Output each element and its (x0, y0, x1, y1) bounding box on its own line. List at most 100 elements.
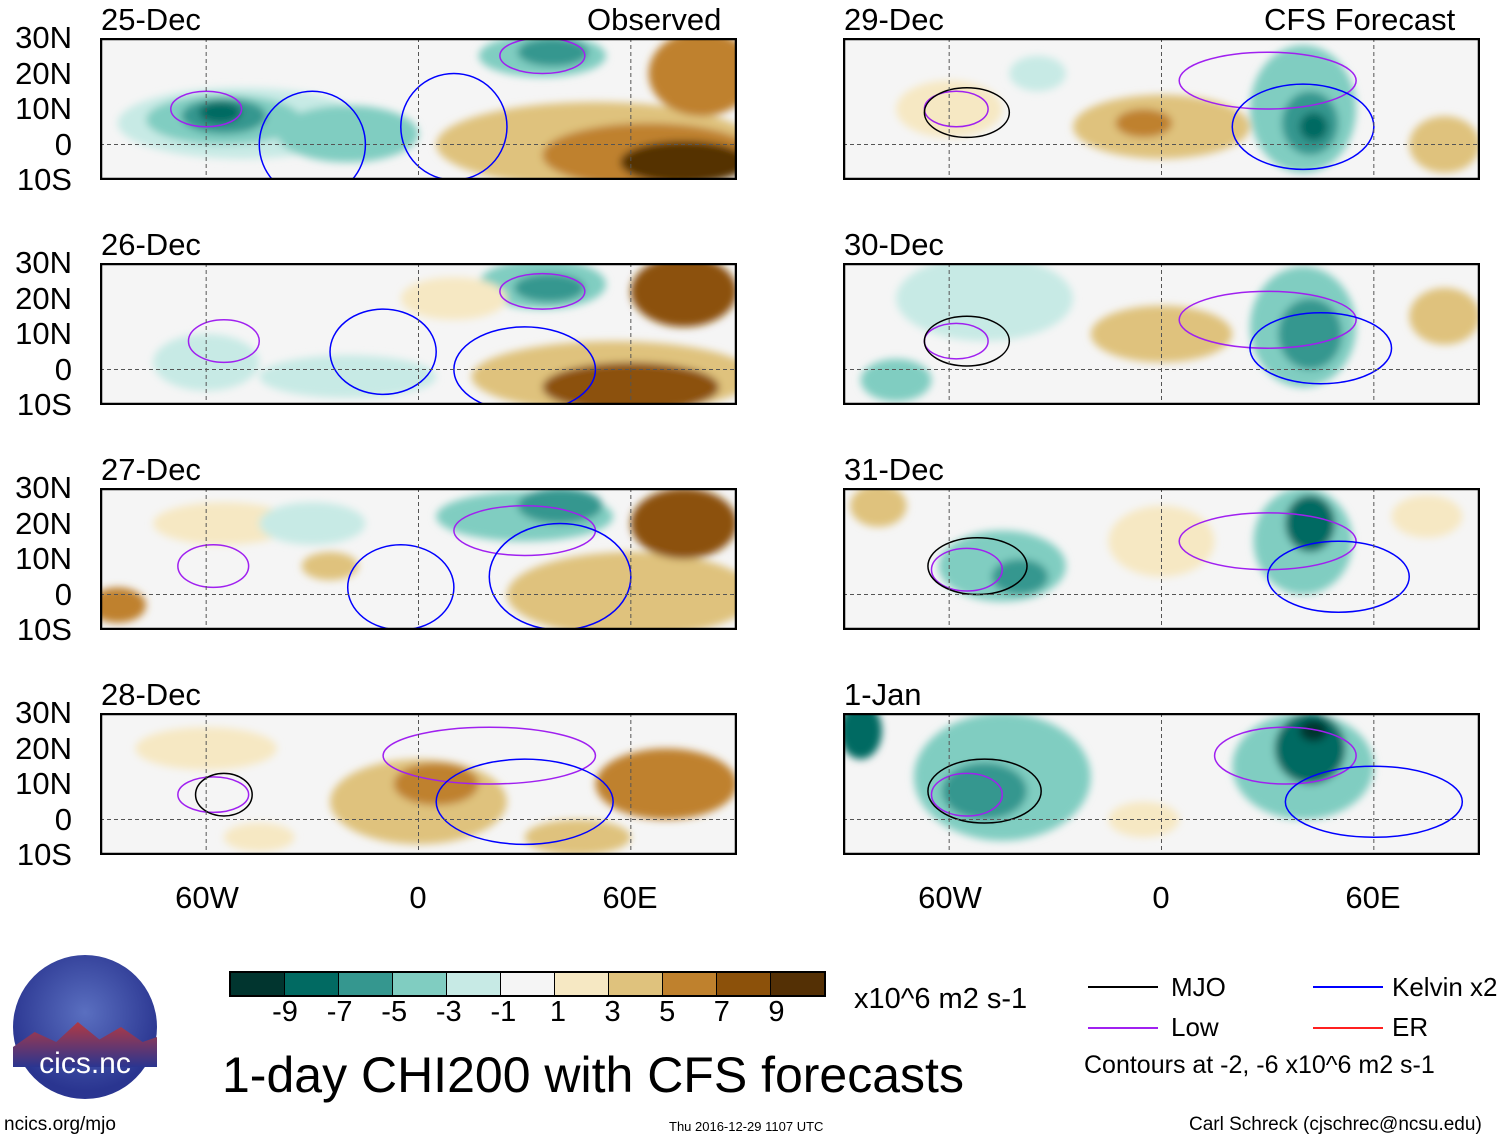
colorbar-swatch (393, 973, 447, 995)
colorbar-tick-label: -1 (490, 996, 517, 1028)
logo-text: cics.nc (39, 1047, 131, 1080)
lat-label: 0 (54, 126, 72, 162)
anomaly-region (1278, 298, 1342, 370)
wave-contour (435, 758, 614, 846)
author: Carl Schreck (cjschrec@ncsu.edu) (1189, 1114, 1482, 1135)
colorbar-swatch (339, 973, 393, 995)
colorbar-swatch (663, 973, 717, 995)
anomaly-region (1009, 55, 1066, 92)
lat-label: 20N (15, 730, 72, 766)
anomaly-region (860, 358, 932, 402)
panel-date: 27-Dec (101, 452, 201, 487)
map-panel (100, 38, 737, 180)
anomaly-region (630, 488, 737, 559)
anomaly-region (1391, 495, 1463, 538)
colorbar-swatch (231, 973, 285, 995)
panel-date: 29-Dec (844, 2, 944, 37)
contour-note: Contours at -2, -6 x10^6 m2 s-1 (1084, 1051, 1435, 1079)
panel-date: 28-Dec (101, 677, 201, 712)
colorbar-swatch (771, 973, 824, 995)
colorbar (229, 971, 826, 997)
wave-contour (329, 308, 437, 396)
wave-contour (1284, 765, 1464, 838)
panel-date: 26-Dec (101, 227, 201, 262)
anomaly-region (630, 263, 737, 327)
observed-label: Observed (587, 2, 722, 37)
anomaly-region (648, 38, 737, 117)
lat-label: 30N (15, 20, 72, 55)
colorbar-swatch (609, 973, 663, 995)
lat-label: 30N (15, 470, 72, 505)
colorbar-tick-label: -5 (381, 996, 408, 1028)
wave-contour (930, 772, 1004, 817)
lat-label: 20N (15, 55, 72, 91)
wave-contour (187, 319, 261, 364)
anomaly-region (1108, 505, 1215, 577)
map-panel (100, 488, 737, 630)
lat-label: 30N (15, 695, 72, 730)
lon-label-0-left: 0 (409, 880, 427, 915)
map-canvas (843, 713, 1480, 855)
lat-label: 20N (15, 280, 72, 316)
anomaly-region (259, 502, 366, 545)
lat-label: 0 (54, 801, 72, 837)
anomaly-region (259, 355, 437, 398)
map-frame (843, 38, 1480, 180)
colorbar-tick-label: 3 (604, 996, 621, 1028)
shading-layer (843, 713, 1374, 841)
anomaly-region (1299, 720, 1328, 742)
anomaly-region (524, 819, 631, 855)
lon-label-60e-right: 60E (1345, 880, 1401, 915)
map-canvas (100, 488, 737, 630)
anomaly-region (199, 101, 242, 124)
wave-contour (194, 772, 253, 817)
wave-contour (1231, 83, 1375, 171)
lon-label-60w-right: 60W (918, 880, 982, 915)
anomaly-region (1409, 287, 1480, 345)
lat-label: 10S (16, 837, 72, 872)
map-frame (843, 488, 1480, 630)
anomaly-region (1409, 116, 1480, 173)
wave-contour (177, 544, 250, 589)
shading-layer (100, 488, 737, 630)
lat-label: 10N (15, 91, 72, 126)
panel-date: 25-Dec (101, 2, 201, 37)
map-canvas (100, 263, 737, 405)
anomaly-region (223, 823, 295, 852)
anomaly-region (517, 38, 589, 67)
wave-contour (488, 522, 632, 630)
map-canvas (843, 38, 1480, 180)
forecast-label: CFS Forecast (1264, 2, 1456, 37)
lat-label: 0 (54, 576, 72, 612)
wave-contour (499, 38, 586, 75)
lon-label-60e-left: 60E (602, 880, 658, 915)
anomaly-region (595, 748, 737, 820)
colorbar-tick-label: 9 (768, 996, 785, 1028)
wave-contour (930, 547, 1004, 592)
colorbar-swatch (285, 973, 339, 995)
map-canvas (843, 488, 1480, 630)
anomaly-region (1285, 495, 1335, 552)
wave-contour (1266, 540, 1410, 613)
colorbar-swatch (717, 973, 771, 995)
wave-contour (177, 776, 250, 814)
colorbar-swatch (501, 973, 555, 995)
anomaly-region (1115, 109, 1173, 138)
map-canvas (843, 263, 1480, 405)
panel-date: 30-Dec (844, 227, 944, 262)
lat-label: 10N (15, 541, 72, 576)
map-panel (843, 263, 1480, 405)
wave-contour (1178, 51, 1357, 110)
site-link[interactable]: ncics.org/mjo (4, 1114, 116, 1135)
panel-date: 31-Dec (844, 452, 944, 487)
lat-label: 10S (16, 162, 72, 197)
wave-contour (499, 272, 586, 310)
colorbar-swatch (555, 973, 609, 995)
wave-contour (1178, 512, 1357, 571)
legend-label-er: ER (1392, 1012, 1429, 1042)
legend-line-kelvin (1313, 986, 1383, 988)
figure-title: 1-day CHI200 with CFS forecasts (222, 1047, 964, 1103)
map-panel (843, 488, 1480, 630)
anomaly-region (100, 587, 146, 623)
